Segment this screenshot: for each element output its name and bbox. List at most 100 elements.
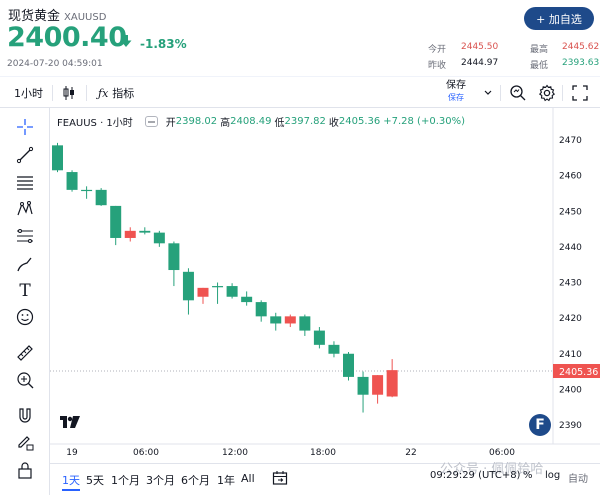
- chart-legend: FEAUUS · 1小时 开 2398.02 高 2408.49 低 2397.82 …: [57, 114, 468, 129]
- date-range-calendar-icon[interactable]: [272, 470, 288, 490]
- indicators-button[interactable]: ƒx 指标: [98, 77, 134, 109]
- candle-body: [343, 353, 354, 377]
- pattern-icon: [17, 200, 33, 216]
- range-all[interactable]: All: [241, 472, 255, 485]
- smiley-icon: [16, 308, 34, 326]
- lock-drawings-tool[interactable]: [14, 431, 36, 453]
- function-icon: ƒx: [98, 86, 109, 100]
- legend-open-label: 开: [165, 118, 176, 129]
- candle-body: [313, 330, 325, 345]
- gear-icon: [538, 84, 556, 102]
- save-button[interactable]: 保存 保存: [446, 80, 466, 104]
- high-label: 最高: [530, 45, 549, 55]
- last-price: 2400.40: [7, 22, 127, 53]
- legend-low-value: 2397.82: [284, 116, 326, 127]
- down-arrow-icon: [120, 35, 132, 47]
- prev-close-label: 昨收: [428, 61, 447, 71]
- time-tick-label: 22: [405, 448, 416, 458]
- pattern-tool[interactable]: [14, 198, 36, 220]
- zoom-tool[interactable]: [14, 369, 36, 391]
- interval-selector[interactable]: 1小时: [14, 87, 43, 100]
- add-watchlist-button[interactable]: + 加自选: [524, 7, 594, 30]
- time-axis: 19 06:00 12:00 18:00 22 06:00: [66, 448, 515, 458]
- time-tick-label: 12:00: [222, 448, 248, 458]
- indicators-label: 指标: [112, 87, 135, 100]
- candle-body: [95, 189, 107, 206]
- zoom-in-icon: [17, 372, 34, 389]
- save-dropdown-chevron-icon[interactable]: [484, 77, 492, 109]
- price-tick-label: 2390: [559, 421, 582, 431]
- percent-scale-button[interactable]: %: [523, 470, 533, 481]
- brush-tool[interactable]: [14, 253, 36, 275]
- range-6m[interactable]: 6个月: [181, 474, 210, 487]
- candle-body: [386, 370, 398, 397]
- price-tick-label: 2440: [559, 243, 582, 253]
- price-axis: 2390 2400 2410 2420 2430 2440 2450 2460 2470: [559, 136, 582, 431]
- candle-body: [52, 145, 63, 171]
- magnet-tool[interactable]: [14, 405, 36, 427]
- range-1d[interactable]: 1天: [62, 472, 80, 491]
- text-tool-icon[interactable]: T: [19, 281, 31, 301]
- watermark-text: 公众号 · 佩佩铪哈: [440, 462, 544, 477]
- candle-body: [110, 205, 122, 238]
- time-tick-label: 18:00: [310, 448, 336, 458]
- f-badge-icon[interactable]: F: [529, 414, 551, 436]
- candle-body: [212, 286, 224, 288]
- candle-body: [255, 302, 267, 317]
- fullscreen-button[interactable]: [572, 77, 588, 109]
- magnet-icon: [19, 408, 31, 423]
- time-tick-label: 06:00: [489, 448, 515, 458]
- price-tick-label: 2410: [559, 350, 582, 360]
- time-tick-label: 06:00: [133, 448, 159, 458]
- range-1m[interactable]: 1个月: [111, 474, 140, 487]
- candle-body: [372, 375, 384, 395]
- price-tick-label: 2470: [559, 136, 582, 146]
- price-tick-label: 2430: [559, 279, 582, 289]
- save-sublabel: 保存: [448, 93, 464, 102]
- emoji-tool[interactable]: [14, 306, 36, 328]
- range-3m[interactable]: 3个月: [146, 474, 175, 487]
- lock-tool[interactable]: [14, 459, 36, 481]
- price-tick-label: 2450: [559, 207, 582, 217]
- auto-scale-button[interactable]: 自动: [568, 474, 588, 485]
- range-1y[interactable]: 1年: [217, 474, 235, 487]
- tradingview-logo-icon: [60, 416, 80, 428]
- timezone-clock[interactable]: 09:29:29 (UTC+8): [430, 470, 521, 481]
- candle-body: [182, 271, 194, 301]
- legend-low-label: 低: [274, 118, 285, 129]
- toolbar-divider: [500, 85, 501, 101]
- crosshair-tool[interactable]: [14, 116, 36, 138]
- lines-icon: [17, 176, 33, 190]
- legend-change-value: +7.28 (+0.30%): [383, 116, 466, 127]
- settings-button[interactable]: [538, 77, 556, 109]
- candles-group: [52, 142, 398, 413]
- price-tick-label: 2420: [559, 314, 582, 324]
- legend-high-value: 2408.49: [230, 116, 272, 127]
- fibonacci-icon: [17, 229, 33, 243]
- price-tick-label: 2400: [559, 385, 582, 395]
- candle-body: [81, 189, 93, 192]
- log-scale-button[interactable]: log: [545, 470, 561, 481]
- ruler-tool[interactable]: [14, 342, 36, 364]
- legend-open-value: 2398.02: [175, 116, 218, 127]
- trend-line-tool[interactable]: [14, 144, 36, 166]
- toolbar-divider: [562, 85, 563, 101]
- toolbar-divider: [86, 85, 87, 101]
- fib-tool[interactable]: [14, 225, 36, 247]
- collapse-legend-icon[interactable]: [144, 116, 158, 127]
- price-tick-label: 2460: [559, 172, 582, 182]
- quick-search-button[interactable]: [509, 77, 527, 109]
- horizontal-lines-tool[interactable]: [14, 171, 36, 193]
- open-label: 今开: [428, 45, 447, 55]
- candle-body: [284, 316, 296, 324]
- candle-body: [66, 172, 78, 190]
- legend-high-label: 高: [220, 118, 231, 129]
- last-price-badge: [553, 364, 600, 378]
- range-5d[interactable]: 5天: [86, 474, 104, 487]
- legend-close-value: 2405.36: [338, 116, 381, 127]
- candle-type-button[interactable]: [62, 77, 76, 109]
- low-value: 2393.63: [562, 58, 600, 68]
- trend-line-icon: [16, 146, 34, 164]
- instrument-symbol: XAUUSD: [64, 12, 107, 23]
